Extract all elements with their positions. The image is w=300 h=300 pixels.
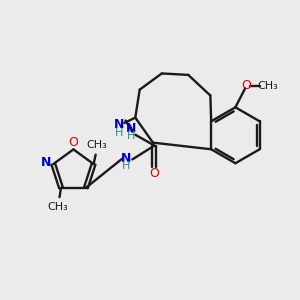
Text: N: N [126,122,136,135]
Text: H: H [115,128,123,138]
Text: CH₃: CH₃ [48,202,68,212]
Text: O: O [149,167,159,180]
Text: O: O [68,136,78,149]
Text: H: H [122,161,130,171]
Text: CH₃: CH₃ [87,140,107,150]
Text: O: O [241,79,251,92]
Text: N: N [114,118,124,130]
Text: N: N [41,156,51,169]
Text: CH₃: CH₃ [257,81,278,91]
Text: H: H [127,131,135,141]
Text: N: N [121,152,132,165]
